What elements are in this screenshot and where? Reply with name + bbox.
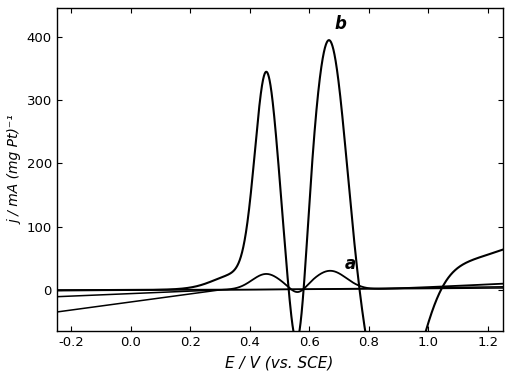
Text: b: b — [335, 15, 346, 33]
Text: a: a — [345, 255, 356, 273]
Y-axis label: j / mA (mg Pt)⁻¹: j / mA (mg Pt)⁻¹ — [8, 115, 22, 224]
X-axis label: E / V (vs. SCE): E / V (vs. SCE) — [225, 356, 334, 371]
